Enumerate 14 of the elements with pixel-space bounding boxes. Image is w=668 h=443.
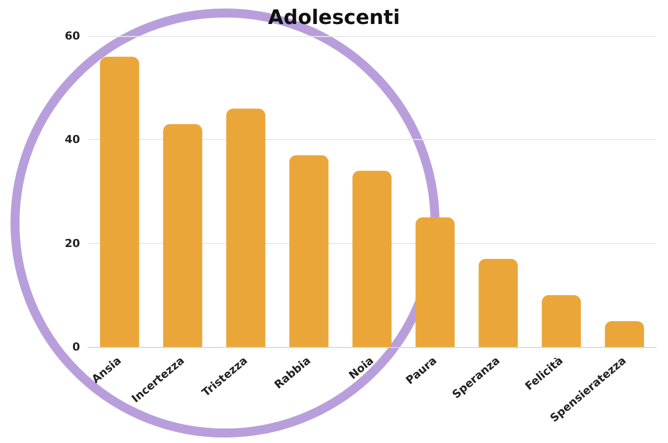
y-tick-label: 20	[64, 236, 80, 250]
bar	[604, 321, 644, 347]
bar	[352, 170, 392, 347]
bar	[163, 124, 202, 347]
y-tick-label: 60	[64, 30, 80, 42]
bar	[289, 155, 328, 347]
y-tick-label: 0	[72, 340, 80, 354]
bar	[226, 108, 266, 347]
bar	[478, 258, 518, 347]
bar	[100, 56, 140, 347]
bar	[416, 217, 455, 347]
y-tick-label: 40	[64, 133, 80, 146]
bar	[542, 295, 581, 347]
chart-title: Adolescenti	[268, 5, 400, 29]
